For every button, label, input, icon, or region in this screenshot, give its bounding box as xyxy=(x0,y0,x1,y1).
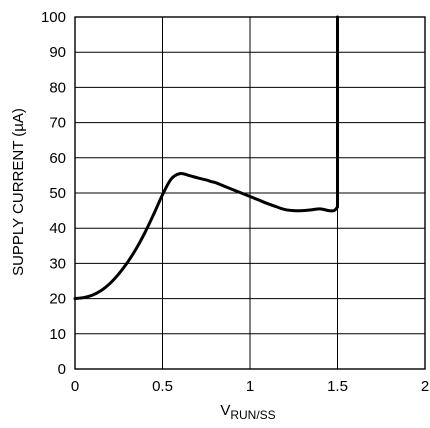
x-axis-label: VRUN/SS xyxy=(220,402,275,422)
x-tick-label: 2 xyxy=(421,378,429,395)
y-tick-label: 80 xyxy=(49,79,66,96)
plot-frame xyxy=(74,16,426,370)
y-tick-label: 20 xyxy=(49,291,66,308)
y-tick-label: 60 xyxy=(49,150,66,167)
x-tick-label: 1.5 xyxy=(327,378,348,395)
grid xyxy=(74,16,426,370)
x-tick-labels: 0 0.5 1 1.5 2 xyxy=(71,378,429,395)
y-tick-labels: 0 10 20 30 40 50 60 70 80 90 100 xyxy=(41,9,66,378)
x-tick-label: 1 xyxy=(246,378,254,395)
y-tick-label: 10 xyxy=(49,326,66,343)
x-tick-label: 0 xyxy=(71,378,79,395)
y-tick-label: 90 xyxy=(49,44,66,61)
y-tick-label: 0 xyxy=(58,361,66,378)
series-line-supply-current xyxy=(73,15,339,301)
y-tick-label: 30 xyxy=(49,255,66,272)
x-axis-label-main: V xyxy=(220,402,230,419)
y-axis-label: SUPPLY CURRENT (µA) xyxy=(10,108,27,276)
x-axis-label-subscript: RUN/SS xyxy=(230,408,275,422)
y-tick-label: 40 xyxy=(49,220,66,237)
x-tick-label: 0.5 xyxy=(152,378,173,395)
y-tick-label: 70 xyxy=(49,115,66,132)
y-tick-label: 50 xyxy=(49,185,66,202)
y-tick-label: 100 xyxy=(41,9,66,26)
